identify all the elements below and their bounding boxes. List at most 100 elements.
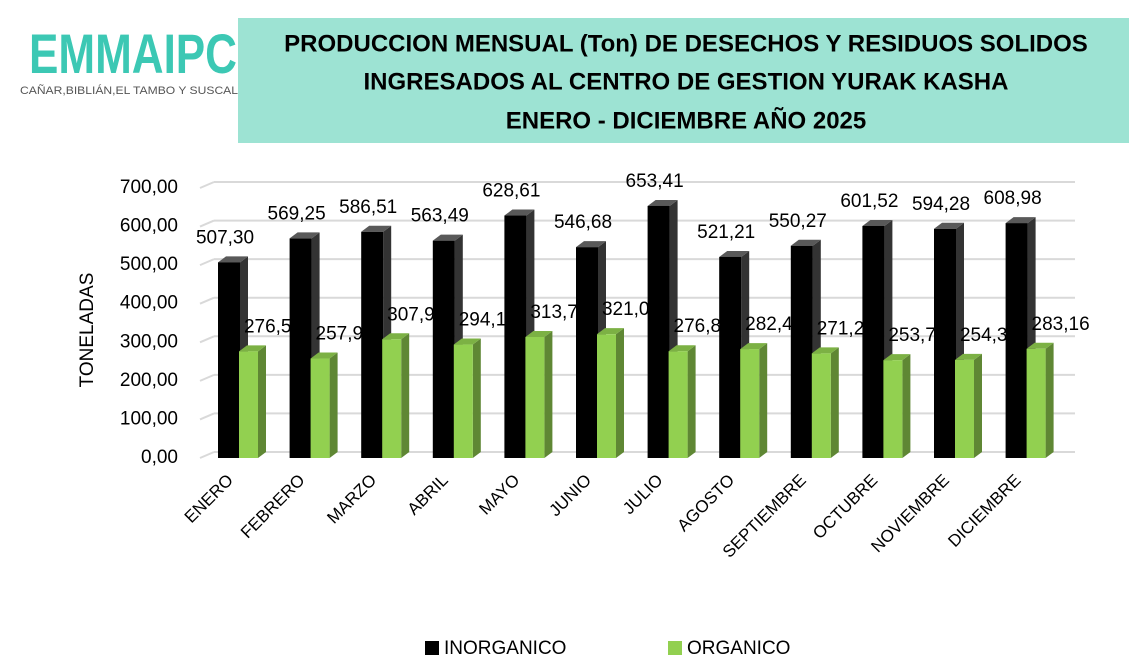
bar (883, 360, 903, 458)
bar (525, 337, 545, 458)
x-tick-label: JULIO (619, 471, 667, 519)
bar-top (1005, 217, 1036, 224)
data-label: 313,70 (530, 302, 588, 323)
bar-side (974, 353, 982, 458)
bar (955, 359, 974, 458)
bar (597, 334, 616, 458)
bar (862, 225, 885, 458)
legend-swatch (425, 641, 439, 655)
bar-top (934, 222, 964, 229)
bar-side (329, 352, 338, 458)
data-label: 253,70 (888, 325, 946, 346)
data-label: 276,50 (244, 316, 302, 337)
data-label: 257,90 (316, 324, 374, 345)
data-label: 283,16 (1032, 314, 1090, 335)
bar (218, 262, 240, 458)
bar-top (382, 333, 410, 340)
grid-line-depth (199, 181, 215, 189)
y-axis-label: TONELADAS (77, 273, 98, 388)
data-label: 321,00 (602, 299, 660, 320)
x-tick-label: DICIEMBRE (944, 471, 1024, 551)
bar-top (310, 352, 338, 359)
y-tick-label: 0,00 (141, 447, 178, 468)
x-tick-label: ABRIL (404, 471, 452, 519)
bar-top (955, 353, 982, 360)
y-tick-label: 400,00 (120, 293, 178, 314)
data-label: 653,41 (626, 171, 684, 192)
bar-side (616, 328, 624, 458)
y-tick-label: 300,00 (120, 331, 178, 352)
bar-top (719, 250, 750, 257)
bar-top (218, 256, 248, 263)
data-label: 282,40 (745, 314, 803, 335)
bar (647, 205, 670, 458)
bar-top (883, 354, 911, 361)
title-box (238, 18, 1129, 143)
grid-line-depth (199, 258, 215, 267)
bar-side (401, 333, 410, 458)
bar (432, 240, 455, 458)
data-label: 586,51 (339, 197, 397, 218)
y-tick-label: 600,00 (120, 216, 178, 237)
data-label: 546,68 (554, 212, 612, 233)
data-label: 507,30 (196, 227, 254, 248)
bar (504, 215, 527, 458)
bar-top (239, 345, 266, 352)
x-tick-label: MARZO (323, 471, 380, 528)
data-label: 563,49 (411, 206, 469, 227)
bar (453, 344, 473, 458)
bar (289, 238, 312, 458)
y-tick-label: 500,00 (120, 254, 178, 275)
x-tick-label: AGOSTO (674, 471, 739, 536)
grid-line-depth (199, 296, 215, 305)
bar-side (830, 347, 839, 458)
bar-side (472, 338, 481, 458)
chart-title: ENERO - DICIEMBRE AÑO 2025 (506, 106, 867, 134)
data-label: 569,25 (268, 203, 326, 224)
bar-top (361, 225, 392, 232)
bar-top (453, 338, 481, 345)
bar-top (790, 239, 821, 246)
bar (668, 351, 688, 458)
bar-side (759, 343, 768, 458)
chart-title: INGRESADOS AL CENTRO DE GESTION YURAK KA… (364, 68, 1009, 95)
bar-side (544, 331, 553, 458)
y-tick-label: 200,00 (120, 370, 178, 391)
data-label: 608,98 (984, 188, 1042, 209)
bar (1005, 223, 1028, 458)
data-label: 307,90 (387, 304, 445, 325)
x-tick-label: MAYO (475, 471, 523, 519)
data-label: 254,30 (960, 325, 1018, 346)
grid-line-depth (199, 412, 215, 421)
data-label: 276,80 (674, 316, 732, 337)
grid-line-depth (199, 219, 215, 228)
bar (310, 358, 330, 458)
bar-top (862, 219, 893, 226)
grid-line-depth (199, 335, 215, 344)
bar-top (597, 328, 624, 335)
bar-top (668, 345, 696, 352)
grid-line-depth (199, 373, 215, 382)
bar-top (289, 232, 320, 239)
bar-top (525, 331, 553, 338)
bar (239, 351, 258, 458)
y-tick-label: 700,00 (120, 177, 178, 198)
data-label: 294,10 (459, 310, 517, 331)
bar-side (1045, 342, 1054, 458)
bar (576, 247, 598, 458)
x-tick-label: FEBRERO (237, 471, 309, 543)
bar-top (1026, 342, 1054, 349)
bar-top (740, 343, 768, 350)
bar (740, 349, 760, 458)
data-label: 550,27 (769, 211, 827, 232)
data-label: 628,61 (482, 181, 540, 202)
data-label: 271,20 (817, 318, 875, 339)
data-label: 601,52 (840, 191, 898, 212)
bar-top (811, 347, 839, 354)
bar-side (687, 345, 696, 458)
bar (719, 256, 742, 458)
bar (1026, 348, 1046, 458)
data-label: 521,21 (697, 222, 755, 243)
logo: EMMAIPC (29, 22, 237, 85)
